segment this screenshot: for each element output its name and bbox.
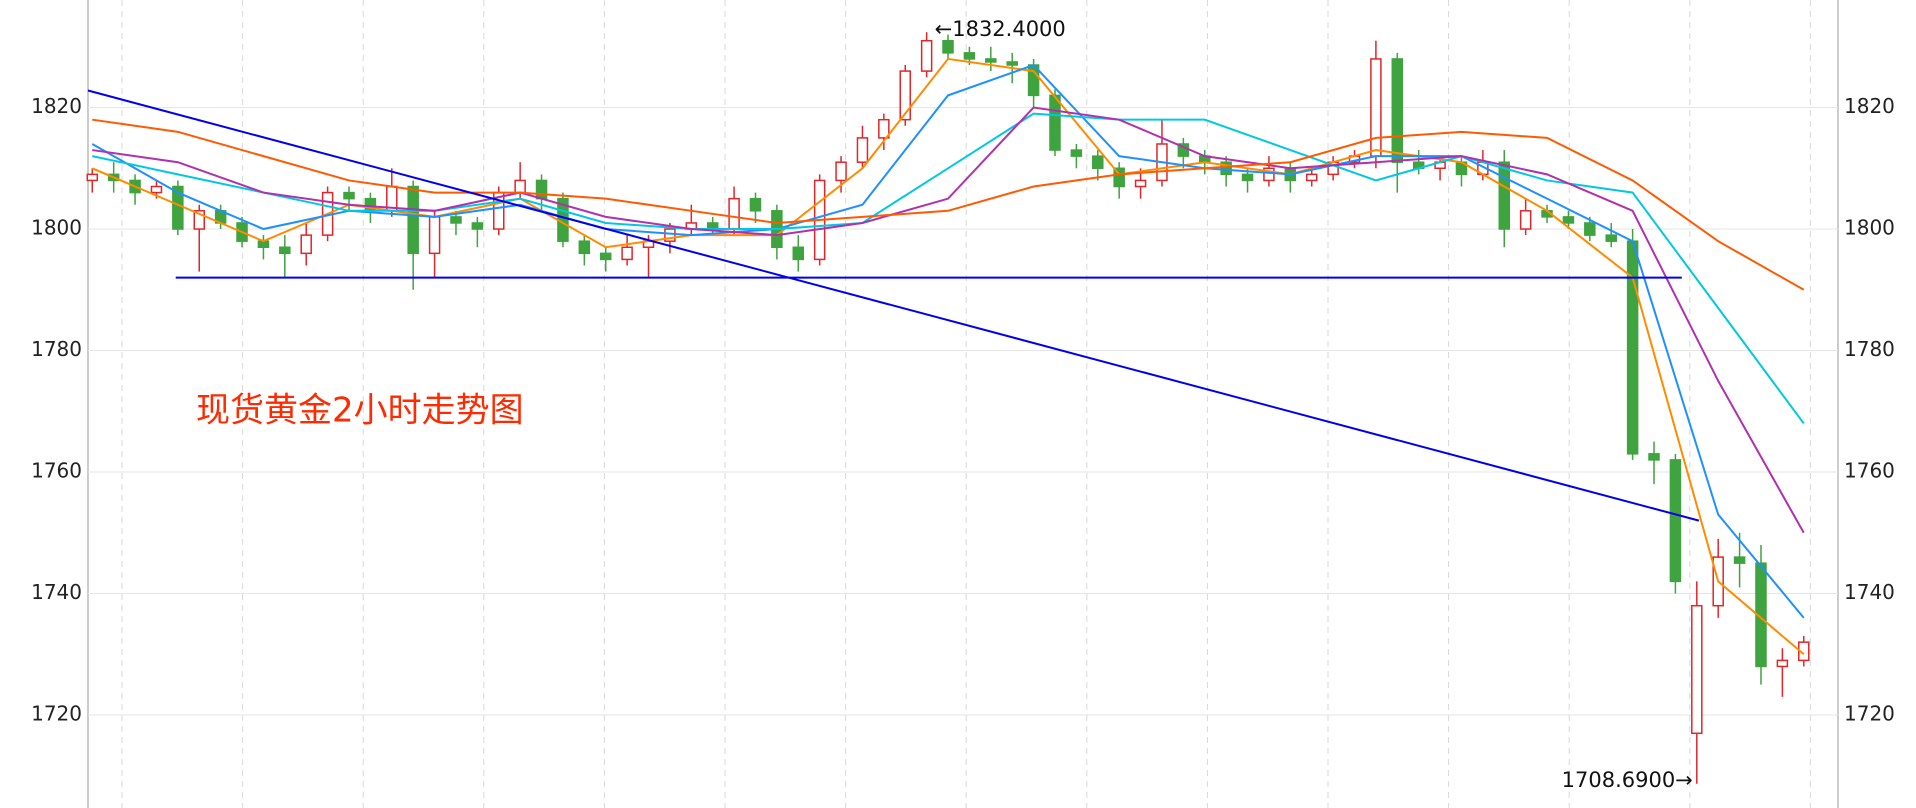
y-tick-label-right: 1800 — [1844, 216, 1895, 240]
candle-body — [279, 246, 291, 255]
candle-body — [985, 58, 997, 63]
ma-line — [92, 112, 1805, 425]
candle-body — [1370, 58, 1382, 157]
y-tick-label: 1720 — [31, 702, 82, 726]
candle-body — [1605, 234, 1617, 242]
candle-body — [1006, 61, 1018, 66]
candle-body — [535, 179, 548, 200]
candle-body — [942, 39, 954, 54]
candle-body — [621, 246, 633, 261]
ma-line — [92, 106, 1805, 534]
candle-body — [150, 185, 163, 194]
candle-body — [428, 216, 441, 255]
candle-body — [1070, 149, 1083, 157]
candle-body — [471, 222, 484, 230]
y-tick-label: 1760 — [31, 459, 82, 483]
candle-body — [1498, 161, 1511, 230]
candle-body — [193, 210, 205, 230]
candle-body — [1241, 173, 1254, 182]
candle-body — [450, 216, 462, 224]
candle-body — [514, 179, 526, 194]
candle-body — [1691, 604, 1703, 735]
candle-body — [664, 228, 676, 242]
candle-body — [749, 197, 762, 212]
candle-body — [1626, 240, 1639, 455]
candle-body — [1305, 173, 1318, 182]
candle-body — [578, 240, 591, 255]
y-tick-label: 1820 — [31, 94, 82, 118]
y-tick-label: 1740 — [31, 580, 82, 604]
candle-body — [300, 234, 312, 255]
candle-body — [1113, 167, 1125, 188]
candle-body — [1220, 161, 1232, 176]
candle-body — [963, 52, 976, 60]
candle-body — [920, 39, 933, 72]
candle-body — [1092, 155, 1104, 170]
candle-body — [899, 70, 911, 121]
chart-title: 现货黄金2小时走势图 — [196, 391, 524, 431]
candle-body — [835, 161, 847, 182]
candle-body — [86, 173, 99, 182]
candle-body — [792, 246, 805, 261]
ma-line — [91, 63, 1805, 619]
y-tick-label-right: 1780 — [1844, 337, 1895, 361]
candle-body — [1391, 58, 1404, 163]
low-annotation: 1708.6900→ — [1562, 768, 1693, 792]
y-tick-label-right: 1740 — [1844, 580, 1895, 604]
y-tick-label-right: 1760 — [1844, 459, 1895, 483]
candle-body — [1049, 94, 1061, 151]
candle-body — [1648, 453, 1660, 461]
candle-body — [856, 137, 869, 163]
ma-line — [91, 57, 1805, 656]
y-tick-label-right: 1820 — [1844, 94, 1895, 118]
candle-body — [1562, 216, 1575, 224]
candle-body — [728, 197, 740, 230]
candle-body — [1134, 179, 1147, 188]
y-tick-label-right: 1720 — [1844, 702, 1895, 726]
candle-body — [1263, 167, 1275, 182]
candle-body — [1519, 210, 1532, 230]
candle-body — [1584, 222, 1596, 236]
ma-line — [92, 118, 1805, 291]
trend-line — [87, 89, 1700, 522]
candle-body — [1776, 659, 1789, 668]
candle-body — [1733, 556, 1746, 564]
y-tick-label: 1780 — [31, 337, 82, 361]
candle-body — [407, 185, 419, 255]
candle-body — [599, 252, 612, 261]
candle-body — [1669, 459, 1682, 583]
high-annotation: ←1832.4000 — [935, 17, 1066, 41]
candle-body — [343, 191, 355, 200]
candle-body — [878, 118, 890, 139]
y-tick-label: 1800 — [31, 216, 82, 240]
